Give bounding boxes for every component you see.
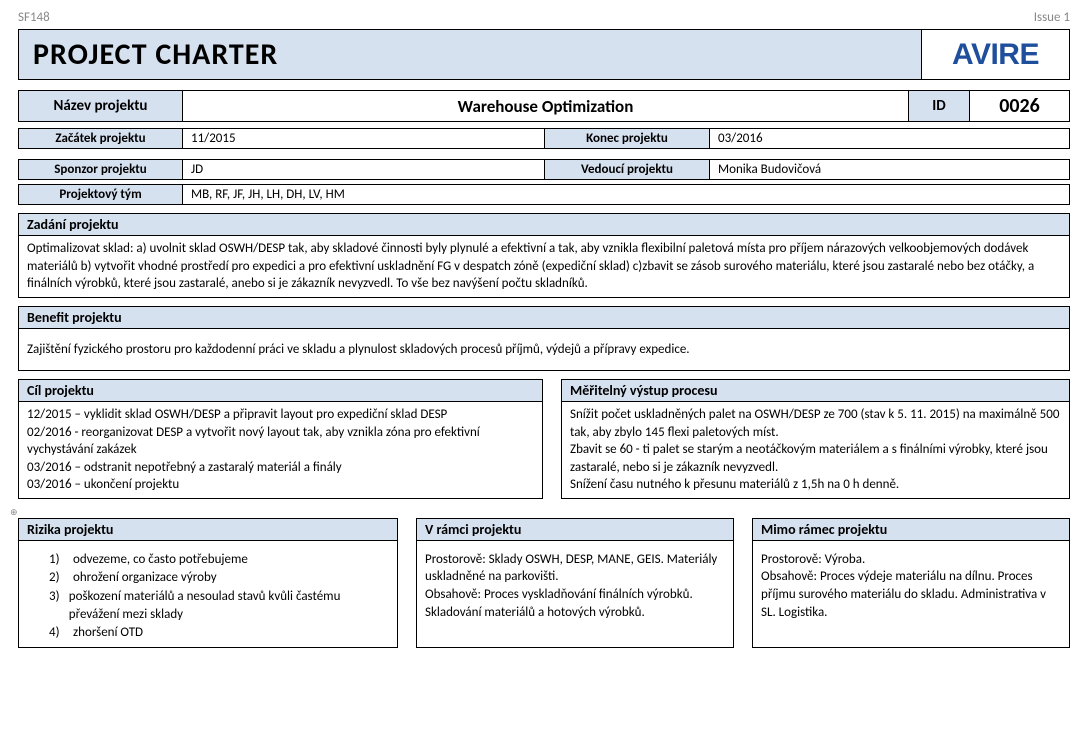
vystup-header: Měřitelný výstup procesu: [561, 379, 1070, 402]
zadani-header: Zadání projektu: [18, 213, 1070, 236]
mimo-column: Mimo rámec projektu Prostorově: Výroba. …: [752, 518, 1070, 648]
team-value: MB, RF, JF, JH, LH, DH, LV, HM: [183, 184, 1070, 205]
top-labels: SF148 Issue 1: [18, 10, 1070, 25]
vystup-line: Snížení času nutného k přesunu materiálů…: [570, 476, 1061, 494]
zadani-body: Optimalizovat sklad: a) uvolnit sklad OS…: [18, 236, 1070, 298]
bottom-row: Rizika projektu 1)odvezeme, co často pot…: [18, 518, 1070, 648]
team-label: Projektový tým: [18, 184, 183, 205]
vystup-line: Zbavit se 60 - ti palet se starým a neot…: [570, 441, 1061, 476]
sponsor-row: Sponzor projektu JD Vedoucí projektu Mon…: [18, 159, 1070, 180]
end-value: 03/2016: [710, 128, 1070, 149]
mimo-line: Obsahově: Proces výdeje materiálu na díl…: [761, 568, 1061, 621]
vystup-body: Snížit počet uskladněných palet na OSWH/…: [561, 402, 1070, 499]
cil-column: Cíl projektu 12/2015 – vyklidit sklad OS…: [18, 379, 543, 499]
cil-line: 12/2015 – vyklidit sklad OSWH/DESP a při…: [27, 406, 534, 424]
rizika-list: 1)odvezeme, co často potřebujeme 2)ohrož…: [27, 551, 389, 642]
project-name-row: Název projektu Warehouse Optimization ID…: [18, 90, 1070, 122]
benefit-header: Benefit projektu: [18, 306, 1070, 329]
logo-box: AVIRE: [922, 29, 1070, 80]
cil-line: 03/2016 – odstranit nepotřebný a zastara…: [27, 459, 534, 477]
rizika-item: 3)poškození materiálů a nesoulad stavů k…: [49, 588, 389, 623]
vramci-column: V rámci projektu Prostorově: Sklady OSWH…: [416, 518, 734, 648]
mimo-header: Mimo rámec projektu: [752, 518, 1070, 541]
cil-header: Cíl projektu: [18, 379, 543, 402]
project-name-value: Warehouse Optimization: [183, 90, 908, 122]
sponsor-label: Sponzor projektu: [18, 159, 183, 180]
id-label: ID: [908, 90, 970, 122]
benefit-body: Zajištění fyzického prostoru pro každode…: [18, 329, 1070, 372]
leader-value: Monika Budovičová: [710, 159, 1070, 180]
vystup-column: Měřitelný výstup procesu Snížit počet us…: [561, 379, 1070, 499]
goals-outputs-row: Cíl projektu 12/2015 – vyklidit sklad OS…: [18, 379, 1070, 499]
issue-label: Issue 1: [1034, 10, 1070, 25]
vramci-line: Obsahově: Proces vyskladňování finálních…: [425, 586, 725, 621]
cil-line: 03/2016 – ukončení projektu: [27, 476, 534, 494]
sponsor-value: JD: [183, 159, 545, 180]
end-label: Konec projektu: [545, 128, 710, 149]
id-value: 0026: [970, 90, 1070, 122]
cil-body: 12/2015 – vyklidit sklad OSWH/DESP a při…: [18, 402, 543, 499]
mimo-line: Prostorově: Výroba.: [761, 551, 1061, 569]
doc-code: SF148: [18, 10, 50, 25]
rizika-item: 1)odvezeme, co často potřebujeme: [49, 551, 389, 569]
project-name-label: Název projektu: [18, 90, 183, 122]
cil-line: 02/2016 - reorganizovat DESP a vytvořit …: [27, 424, 534, 459]
rizika-header: Rizika projektu: [18, 518, 398, 541]
team-row: Projektový tým MB, RF, JF, JH, LH, DH, L…: [18, 184, 1070, 205]
vramci-line: Prostorově: Sklady OSWH, DESP, MANE, GEI…: [425, 551, 725, 586]
page-title: PROJECT CHARTER: [18, 29, 922, 80]
logo-text: AVIRE: [952, 38, 1039, 72]
rizika-column: Rizika projektu 1)odvezeme, co často pot…: [18, 518, 398, 648]
start-value: 11/2015: [183, 128, 545, 149]
leader-label: Vedoucí projektu: [545, 159, 710, 180]
edit-marker: ⊕: [10, 507, 1062, 518]
mimo-body: Prostorově: Výroba. Obsahově: Proces výd…: [752, 541, 1070, 648]
vramci-header: V rámci projektu: [416, 518, 734, 541]
main-header: PROJECT CHARTER AVIRE: [18, 29, 1070, 80]
vystup-line: Snížit počet uskladněných palet na OSWH/…: [570, 406, 1061, 441]
vramci-body: Prostorově: Sklady OSWH, DESP, MANE, GEI…: [416, 541, 734, 648]
zadani-section: Zadání projektu Optimalizovat sklad: a) …: [18, 213, 1070, 298]
rizika-item: 2)ohrožení organizace výroby: [49, 569, 389, 587]
dates-row: Začátek projektu 11/2015 Konec projektu …: [18, 128, 1070, 149]
rizika-item: 4)zhoršení OTD: [49, 624, 389, 642]
start-label: Začátek projektu: [18, 128, 183, 149]
rizika-body: 1)odvezeme, co často potřebujeme 2)ohrož…: [18, 541, 398, 648]
benefit-section: Benefit projektu Zajištění fyzického pro…: [18, 306, 1070, 372]
